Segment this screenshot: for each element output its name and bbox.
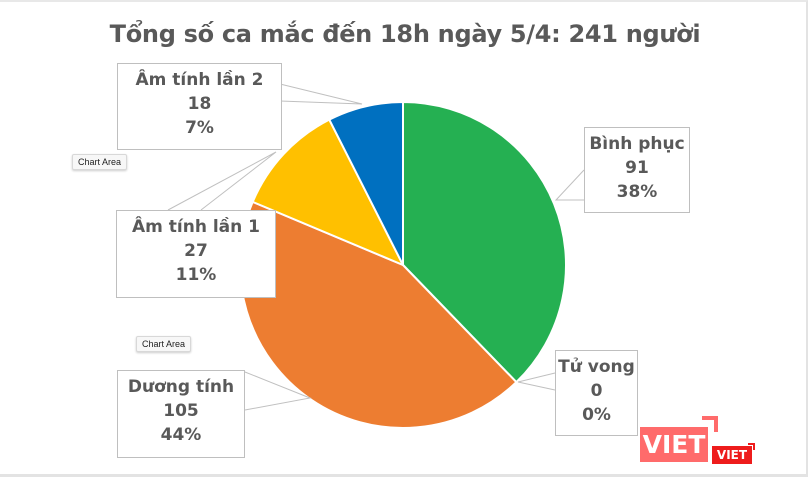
label-binh-phuc: Bình phục 91 38% (584, 127, 690, 213)
pie-slice-Âm tính lần 2 (327, 100, 404, 266)
chart-area-tooltip: Chart Area (72, 154, 128, 170)
pie-slice-Bình phục (402, 100, 567, 384)
label-percent: 0% (582, 405, 611, 425)
label-percent: 7% (185, 118, 214, 138)
label-name: Âm tính lần 1 (131, 217, 260, 237)
label-am-tinh-lan-2: Âm tính lần 2 18 7% (117, 63, 282, 150)
label-value: 0 (590, 381, 603, 401)
pie-slice-Âm tính lần 1 (251, 118, 406, 267)
watermark-logo: VIET (640, 427, 708, 462)
label-duong-tinh: Dương tính 105 44% (117, 370, 245, 458)
label-name: Bình phục (589, 134, 685, 154)
leader-lines (167, 83, 585, 411)
label-percent: 11% (175, 265, 217, 285)
pie-slices (239, 100, 567, 429)
label-tu-vong: Tử vong 0 0% (555, 350, 638, 436)
label-percent: 38% (616, 182, 658, 202)
watermark-small-corner-icon (748, 443, 755, 450)
watermark-corner-icon (702, 416, 718, 432)
label-value: 105 (163, 401, 199, 421)
label-value: 27 (184, 241, 208, 261)
label-value: 18 (187, 94, 212, 114)
label-name: Tử vong (558, 357, 635, 377)
label-value: 91 (625, 158, 649, 178)
chart-area-tooltip: Chart Area (136, 336, 192, 352)
label-name: Âm tính lần 2 (135, 70, 264, 90)
label-am-tinh-lan-1: Âm tính lần 1 27 11% (116, 210, 276, 298)
label-percent: 44% (160, 425, 202, 445)
watermark-logo-small: VIET (712, 446, 752, 464)
chart-title: Tổng số ca mắc đến 18h ngày 5/4: 241 ngư… (109, 20, 701, 48)
label-name: Dương tính (127, 377, 235, 397)
